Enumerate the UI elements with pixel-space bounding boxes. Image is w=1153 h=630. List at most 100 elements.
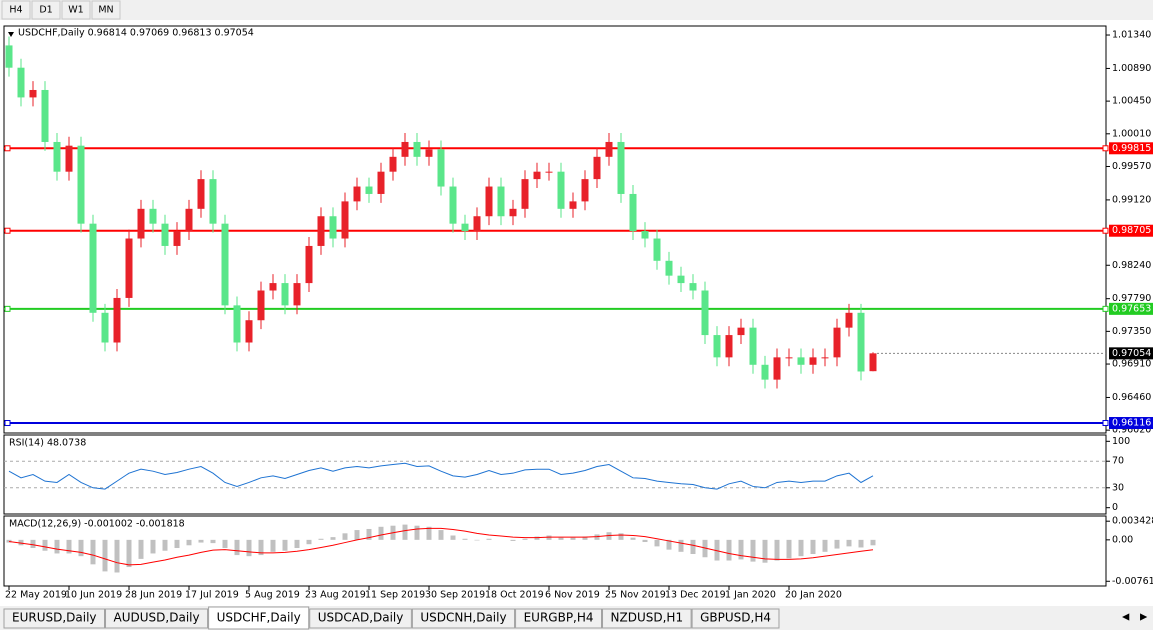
y-tick-label: 1.00890 [1112, 63, 1151, 74]
macd-bar [30, 539, 36, 549]
toolbar [0, 0, 1153, 20]
y-tick-label: 100 [1112, 436, 1130, 447]
macd-bar [606, 532, 612, 540]
macd-bar [354, 530, 360, 540]
tab-label[interactable]: NZDUSD,H1 [611, 611, 684, 625]
candle-body [677, 275, 685, 284]
candle-body [485, 186, 493, 217]
candle-body [689, 283, 697, 291]
tab[interactable] [3, 608, 106, 629]
level-label: 0.96116 [1112, 418, 1151, 429]
macd-bar [378, 526, 384, 540]
candle-body [5, 45, 13, 68]
macd-bar [42, 539, 48, 551]
candle-body [605, 141, 613, 157]
tab[interactable] [691, 608, 780, 629]
macd-bar [114, 539, 120, 573]
tab-label[interactable]: EURUSD,Daily [12, 611, 97, 625]
candle-body [665, 260, 673, 276]
candle-body [401, 141, 409, 157]
y-tick-label: 0.00 [1112, 534, 1133, 545]
macd-bar [582, 536, 588, 540]
timeframe-label[interactable]: H4 [9, 5, 22, 16]
macd-bar [150, 539, 156, 554]
candle-body [785, 357, 793, 359]
timeframe-button[interactable] [31, 0, 61, 20]
tab-label[interactable]: USDCNH,Daily [420, 611, 506, 625]
candle-body [797, 357, 805, 365]
macd-bar [678, 539, 684, 552]
timeframe-button[interactable] [61, 0, 91, 20]
candle-body [41, 89, 49, 142]
candle-body [845, 312, 853, 328]
tab[interactable] [602, 608, 692, 629]
tab[interactable] [515, 608, 603, 629]
candle-body [221, 223, 229, 306]
macd-signal-line [8, 527, 874, 566]
candle-body [725, 335, 733, 358]
tab[interactable] [105, 608, 209, 629]
chart-title: USDCHF,Daily 0.96814 0.97069 0.96813 0.9… [18, 28, 254, 39]
scroll-right[interactable]: ▶ [1140, 612, 1148, 623]
candle-body [581, 179, 589, 202]
candle-body [641, 231, 649, 239]
timeframe-label[interactable]: W1 [68, 5, 83, 16]
macd-bar [18, 539, 24, 546]
macd-bar [594, 534, 600, 540]
candle-body [185, 208, 193, 232]
timeframe-label[interactable]: D1 [39, 5, 52, 16]
scroll-left[interactable]: ◀ [1122, 612, 1130, 623]
candle-body [533, 171, 541, 180]
macd-title: MACD(12,26,9) -0.001002 -0.001818 [9, 519, 185, 530]
level-label-box [1109, 224, 1153, 237]
macd-bar [822, 539, 828, 552]
timeframe-button[interactable] [91, 0, 121, 20]
tab-label[interactable]: GBPUSD,H4 [700, 611, 771, 625]
macd-bar [318, 538, 324, 540]
candle-body [293, 283, 301, 306]
macd-bar [846, 539, 852, 547]
tab-label[interactable]: USDCAD,Daily [318, 611, 404, 625]
macd-bar [762, 539, 768, 563]
macd-bar [690, 539, 696, 554]
x-tick-label: 23 Aug 2019 [305, 590, 366, 601]
candle-body [197, 179, 205, 209]
macd-bar [786, 539, 792, 559]
price-label-box [1109, 347, 1153, 360]
x-tick-label: 10 Jun 2019 [65, 590, 122, 601]
macd-bar [630, 537, 636, 540]
timeframe-button[interactable] [1, 0, 31, 20]
macd-bar [870, 539, 876, 546]
tab-label[interactable]: EURGBP,H4 [524, 611, 594, 625]
tab-label[interactable]: USDCHF,Daily [217, 611, 301, 625]
candle-body [329, 216, 337, 239]
candle-body [365, 186, 373, 194]
candle-body [305, 245, 313, 284]
macd-bar [426, 526, 432, 540]
tab[interactable] [309, 608, 412, 629]
level-handle [1102, 227, 1109, 234]
candle-body [809, 357, 817, 365]
macd-bar [414, 525, 420, 540]
y-tick-label: 70 [1112, 456, 1124, 467]
candle-body [353, 186, 361, 202]
candle-body [509, 208, 517, 217]
candle-body [89, 223, 97, 313]
candle-body [701, 290, 709, 336]
macd-bar [774, 539, 780, 561]
tab-label[interactable]: AUDUSD,Daily [114, 611, 200, 625]
macd-bar [126, 539, 132, 568]
candle-body [53, 141, 61, 172]
timeframe-label[interactable]: MN [98, 5, 113, 16]
level-handle [1102, 145, 1109, 152]
macd-bar [294, 539, 300, 549]
tab[interactable] [208, 606, 310, 630]
candle-body [473, 216, 481, 232]
macd-bar [450, 535, 456, 540]
y-tick-label: 30 [1112, 482, 1124, 493]
macd-bar [306, 539, 312, 545]
macd-bar [222, 539, 228, 549]
x-tick-label: 1 Jan 2020 [725, 590, 776, 601]
y-tick-label: 1.00450 [1112, 96, 1151, 107]
tab[interactable] [411, 608, 516, 629]
